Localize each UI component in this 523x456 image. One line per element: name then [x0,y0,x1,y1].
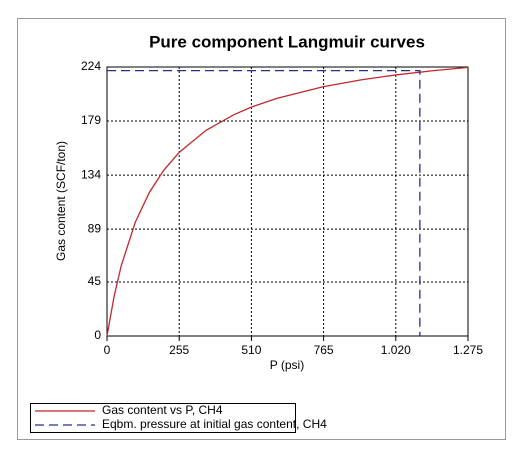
x-tick-label: 510 [241,343,261,357]
y-tick-label: 45 [88,274,102,288]
y-tick-label: 134 [81,167,101,181]
x-axis-label: P (psi) [270,358,304,372]
series-line [107,69,421,336]
plot-frame [106,66,469,337]
y-tick-label: 89 [88,221,102,235]
series-line [106,66,469,337]
y-tick-label: 0 [94,328,101,342]
legend-label: Eqbm. pressure at initial gas content, C… [102,417,327,431]
y-tick-label: 179 [81,113,101,127]
x-tick-label: 765 [314,343,334,357]
legend-label: Gas content vs P, CH4 [102,403,223,417]
chart-title: Pure component Langmuir curves [149,32,425,51]
x-tick-label: 1.275 [453,343,483,357]
x-tick-label: 0 [104,343,111,357]
x-tick-label: 1.020 [381,343,411,357]
legend-box [30,403,296,433]
x-tick-label: 255 [169,343,189,357]
y-tick-label: 224 [81,59,101,73]
y-axis-label: Gas content (SCF/ton) [54,141,68,261]
